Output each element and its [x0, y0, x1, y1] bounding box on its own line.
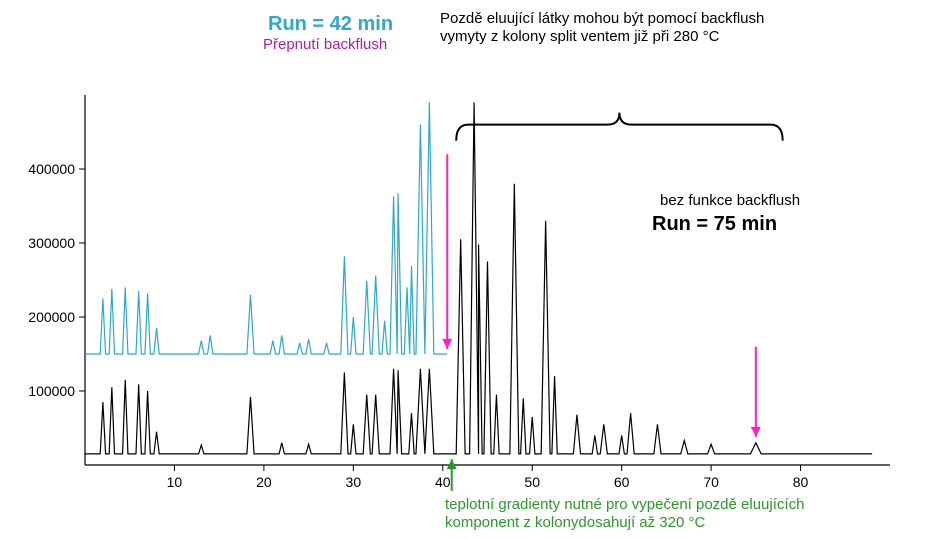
svg-text:100000: 100000 [28, 383, 75, 399]
svg-text:40: 40 [435, 474, 451, 490]
svg-text:30: 30 [346, 474, 362, 490]
svg-text:70: 70 [703, 474, 719, 490]
svg-text:50: 50 [524, 474, 540, 490]
temp-gradient-label: teplotní gradienty nutné pro vypečení po… [445, 496, 804, 532]
backflush-switch-label: Přepnutí backflush [263, 36, 387, 54]
svg-text:400000: 400000 [28, 161, 75, 177]
brace [456, 113, 782, 141]
no-backflush-label: bez funkce backflush [660, 192, 800, 210]
series-blue [85, 102, 447, 354]
late-eluting-label: Pozdě eluující látky mohou být pomocí ba… [440, 10, 764, 46]
svg-text:300000: 300000 [28, 235, 75, 251]
svg-text:20: 20 [256, 474, 272, 490]
chromatogram-chart: 100000 200000 300000 400000 10 20 30 40 50 60 70 80 [0, 0, 931, 538]
svg-text:200000: 200000 [28, 309, 75, 325]
svg-text:10: 10 [167, 474, 183, 490]
run75-label: Run = 75 min [652, 212, 777, 236]
run42-label: Run = 42 min [268, 12, 393, 36]
svg-text:80: 80 [793, 474, 809, 490]
series-black [85, 102, 872, 454]
svg-text:60: 60 [614, 474, 630, 490]
